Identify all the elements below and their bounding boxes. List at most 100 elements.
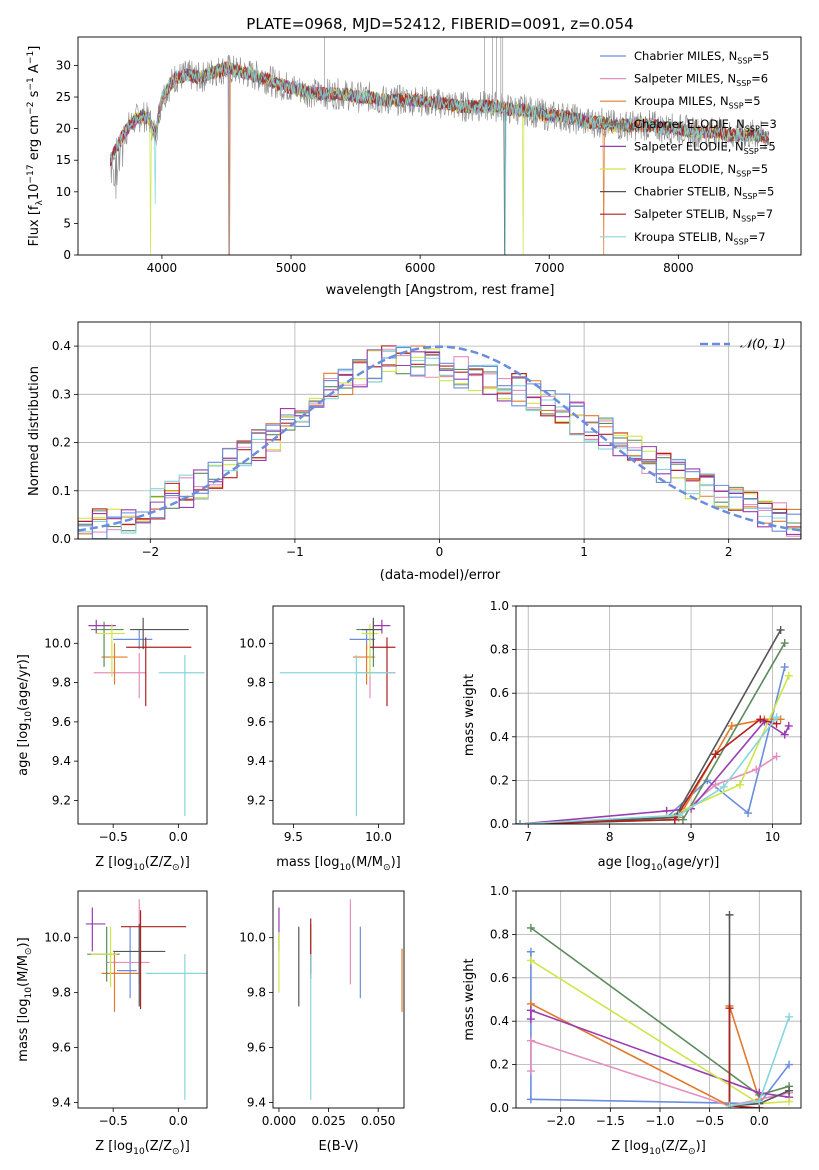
legend-label-part: Kroupa STELIB, N xyxy=(634,230,734,244)
legend-label-part: =5 xyxy=(752,49,769,63)
legend-label-part: =5 xyxy=(744,94,761,108)
legend-label-part: =6 xyxy=(751,72,768,86)
weight-marker xyxy=(785,1086,794,1095)
legend-label-part: Chabrier ELODIE, N xyxy=(634,117,745,131)
x-axis-label-part: 10 xyxy=(651,863,663,873)
x-axis-label-part: ⊙ xyxy=(172,863,180,873)
x-axis-label: Z [log10(Z/Z⊙)] xyxy=(95,1139,190,1157)
legend-label: 𝒩(0, 1) xyxy=(740,336,786,351)
legend-label-part: =5 xyxy=(757,185,774,199)
axes-frame xyxy=(272,605,405,825)
axes-frame xyxy=(515,605,802,825)
legend-label: Kroupa MILES, NSSP=5 xyxy=(634,94,761,110)
y-tick-label: 0.4 xyxy=(490,730,509,744)
x-axis-label-part: 10 xyxy=(649,1147,661,1157)
weight-marker xyxy=(526,1095,535,1104)
y-axis-label-part: −2 xyxy=(26,102,36,115)
x-axis-label: wavelength [Angstrom, rest frame] xyxy=(326,283,555,298)
y-axis-label-part: A xyxy=(27,64,42,77)
weight-marker xyxy=(780,663,789,672)
x-axis-label-part: Z [log xyxy=(95,1139,133,1154)
y-axis-label-part: (age/yr)] xyxy=(16,654,31,711)
y-axis-label-part: ⊙ xyxy=(24,947,34,955)
legend-label-part: Salpeter MILES, N xyxy=(634,72,736,86)
histogram-plot xyxy=(78,345,801,539)
y-tick-label: 9.6 xyxy=(247,1041,266,1055)
errorbar-point xyxy=(373,619,391,634)
x-axis-label-part: (Z/Z xyxy=(661,1139,688,1154)
errorbar-point xyxy=(279,655,394,817)
x-tick-label: −1.5 xyxy=(596,1114,625,1128)
weight-marker xyxy=(744,809,753,818)
normal-curve xyxy=(78,345,801,532)
x-axis-label: Z [log10(Z/Z⊙)] xyxy=(611,1139,706,1157)
weight-marker xyxy=(526,956,535,965)
weight-marker xyxy=(785,1097,794,1106)
errorbar-point xyxy=(101,951,141,1012)
axes-frame xyxy=(515,890,802,1109)
y-axis-label: age [log10(age/yr)] xyxy=(16,654,34,776)
x-axis-label: E(B-V) xyxy=(318,1139,358,1154)
legend-label-part: =5 xyxy=(759,139,776,153)
errorbar-point xyxy=(361,623,379,677)
axes-frame xyxy=(272,890,405,1109)
y-tick-label: 0.0 xyxy=(490,817,509,831)
errorbar-point xyxy=(88,619,116,634)
y-tick-label: 0.6 xyxy=(490,971,509,985)
axes-frame xyxy=(77,890,208,1109)
y-axis-label-part: −1 xyxy=(26,77,36,90)
y-tick-label: 9.4 xyxy=(52,1096,71,1110)
weight-series xyxy=(516,713,781,824)
y-tick-label: 0.8 xyxy=(490,927,509,941)
y-tick-label: 0.4 xyxy=(490,1014,509,1028)
x-axis-label-part: )] xyxy=(180,1139,190,1154)
y-tick-label: 0.2 xyxy=(490,1058,509,1072)
x-tick-label: 10.0 xyxy=(365,830,392,844)
errorbar-point xyxy=(369,637,396,707)
legend-label-part: =7 xyxy=(749,230,766,244)
weight-marker xyxy=(776,715,785,724)
weight-marker xyxy=(526,1006,535,1015)
errorbar-point xyxy=(96,623,125,677)
weight-marker xyxy=(780,639,789,648)
x-tick-label: −2.0 xyxy=(546,1114,575,1128)
y-tick-label: 0.3 xyxy=(52,387,71,401)
x-tick-label: 0.0 xyxy=(169,830,188,844)
weight-line xyxy=(530,951,790,1105)
x-axis-label-part: Z [log xyxy=(95,855,133,870)
y-axis-label-part: −1 xyxy=(26,51,36,64)
x-axis-label-part: (M/M xyxy=(351,855,383,870)
weight-marker xyxy=(516,820,525,824)
y-tick-label: 10.0 xyxy=(239,636,266,650)
x-tick-label: 8000 xyxy=(663,261,694,275)
y-tick-label: 0.1 xyxy=(52,484,71,498)
legend-label-part: SSP xyxy=(741,215,756,224)
y-tick-label: 15 xyxy=(56,153,71,167)
legend-label: Chabrier MILES, NSSP=5 xyxy=(634,49,769,65)
x-tick-label: 0.0 xyxy=(750,1114,769,1128)
errorbar-point xyxy=(126,637,192,707)
x-axis-label-part: (Z/Z xyxy=(145,1139,172,1154)
errorbar-point xyxy=(85,907,106,952)
legend-label-part: Chabrier STELIB, N xyxy=(634,185,742,199)
legend-label-part: SSP xyxy=(734,237,749,246)
y-tick-label: 9.8 xyxy=(247,986,266,1000)
legend-label-part: SSP xyxy=(737,56,752,65)
weight-marker xyxy=(711,780,720,789)
x-tick-label: 4000 xyxy=(147,261,178,275)
legend-label-part: =3 xyxy=(760,117,777,131)
x-tick-label: 5000 xyxy=(276,261,307,275)
x-axis-label-part: Z [log xyxy=(611,1139,649,1154)
y-axis-label: mass weight xyxy=(462,674,477,756)
y-tick-label: 10.0 xyxy=(44,636,71,650)
errorbar-point xyxy=(158,655,205,817)
axes-frame xyxy=(77,605,208,825)
weight-marker xyxy=(526,1067,535,1076)
y-axis-label-part: 10 xyxy=(24,711,34,723)
y-tick-label: 20 xyxy=(56,122,71,136)
x-tick-label: 7000 xyxy=(534,261,565,275)
x-tick-label: 0.000 xyxy=(262,1114,296,1128)
x-tick-label: −0.5 xyxy=(695,1114,724,1128)
x-axis-label-part: (Z/Z xyxy=(145,855,172,870)
y-axis-label-part: (M/M xyxy=(16,955,31,987)
